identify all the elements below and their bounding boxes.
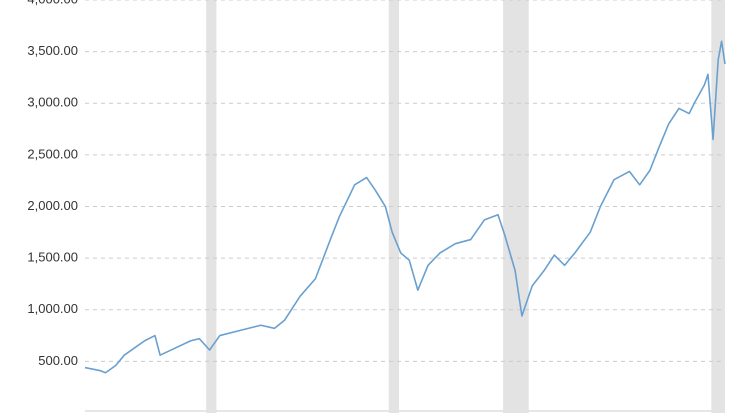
y-tick-label: 4,000.00 [27,0,78,6]
data-line [84,40,726,374]
y-tick-label: 1,000.00 [27,301,78,316]
recession-band [503,0,529,413]
y-tick-label: 1,500.00 [27,250,78,265]
y-tick-label: 2,000.00 [27,198,78,213]
y-tick-label: 3,500.00 [27,43,78,58]
recession-band [206,0,217,413]
y-tick-label: 3,000.00 [27,95,78,110]
y-tick-label: 2,500.00 [27,146,78,161]
y-tick-label: 500.00 [38,353,78,368]
recession-band [388,0,400,413]
